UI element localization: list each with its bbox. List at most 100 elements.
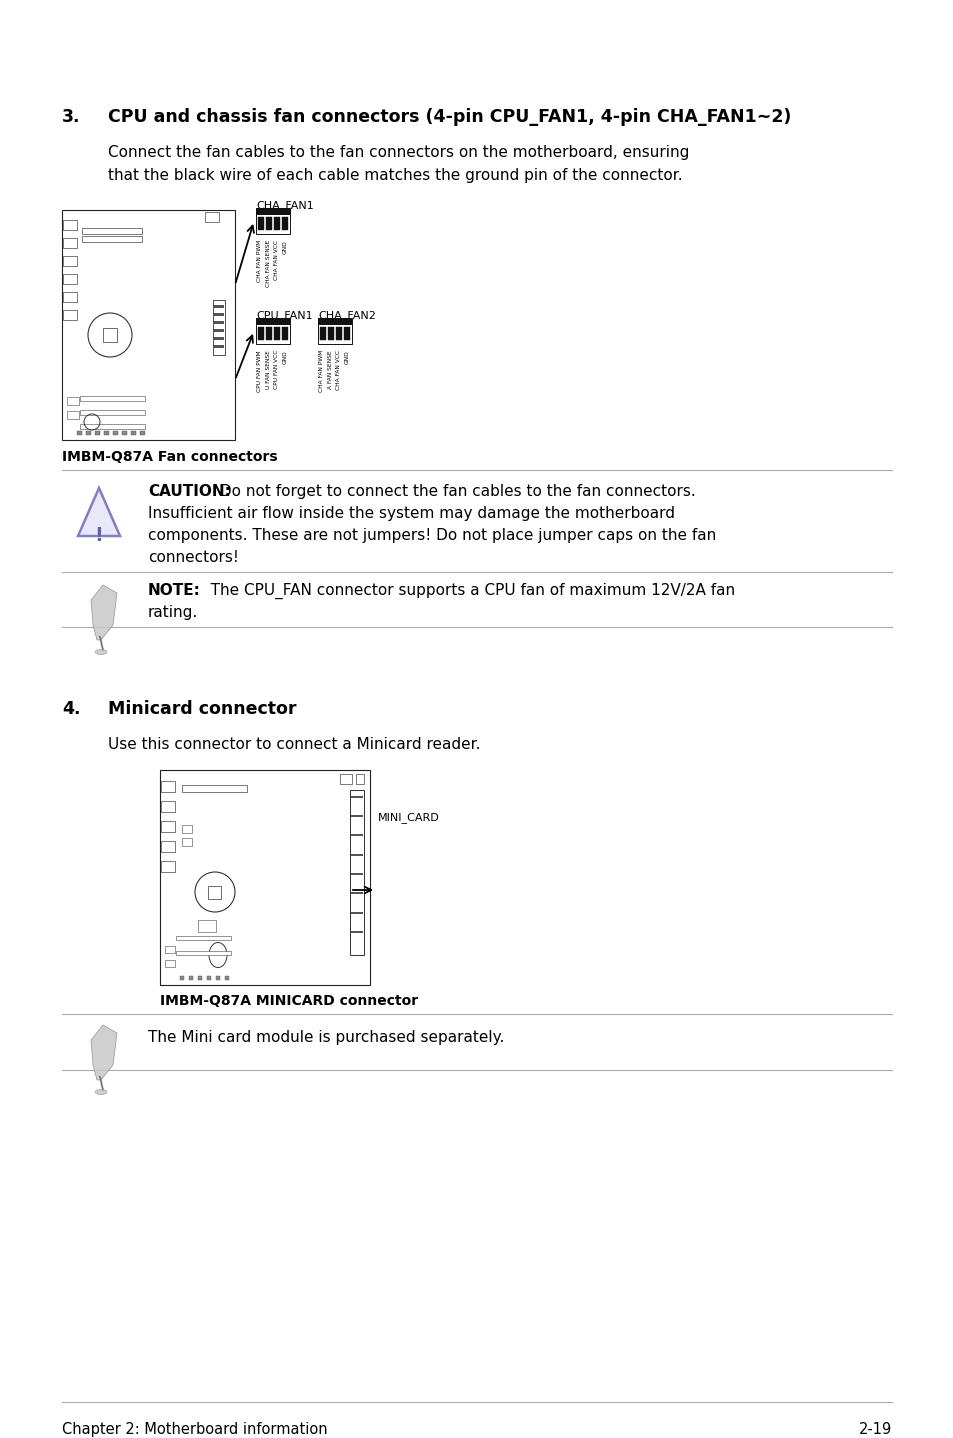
Bar <box>351 795 363 798</box>
Bar <box>213 345 224 348</box>
Bar <box>351 912 363 915</box>
Text: IMBM-Q87A Fan connectors: IMBM-Q87A Fan connectors <box>62 450 277 464</box>
Bar <box>351 930 363 933</box>
Bar <box>77 431 82 436</box>
Bar <box>257 326 264 339</box>
Bar <box>182 825 192 833</box>
Text: MINI_CARD: MINI_CARD <box>377 812 439 823</box>
Bar <box>205 211 219 221</box>
Bar <box>175 936 231 940</box>
Bar <box>82 236 142 242</box>
Bar <box>317 318 352 325</box>
Bar <box>351 854 363 856</box>
Text: Connect the fan cables to the fan connectors on the motherboard, ensuring: Connect the fan cables to the fan connec… <box>108 145 689 160</box>
Text: rating.: rating. <box>148 605 198 620</box>
Bar <box>63 239 77 247</box>
Bar <box>104 431 109 436</box>
Bar <box>213 301 225 355</box>
Bar <box>161 781 174 792</box>
Bar <box>281 217 288 230</box>
Text: CPU and chassis fan connectors (4-pin CPU_FAN1, 4-pin CHA_FAN1~2): CPU and chassis fan connectors (4-pin CP… <box>108 108 791 127</box>
Bar <box>255 209 290 216</box>
Bar <box>80 424 145 429</box>
Text: Do not forget to connect the fan cables to the fan connectors.: Do not forget to connect the fan cables … <box>214 485 695 499</box>
Text: that the black wire of each cable matches the ground pin of the connector.: that the black wire of each cable matche… <box>108 168 682 183</box>
Text: 4.: 4. <box>62 700 80 718</box>
Text: GND: GND <box>345 349 350 364</box>
Bar <box>161 801 174 812</box>
Bar <box>351 834 363 835</box>
Bar <box>255 318 290 325</box>
Text: CHA FAN VCC: CHA FAN VCC <box>336 349 341 390</box>
Polygon shape <box>91 585 117 640</box>
Bar <box>213 313 224 316</box>
Bar <box>335 326 342 339</box>
Text: Use this connector to connect a Minicard reader.: Use this connector to connect a Minicard… <box>108 738 480 752</box>
Bar <box>103 328 117 342</box>
Bar <box>86 431 91 436</box>
Bar <box>266 326 272 339</box>
Bar <box>140 431 145 436</box>
Text: !: ! <box>94 526 103 545</box>
Bar <box>255 209 290 234</box>
Text: connectors!: connectors! <box>148 549 238 565</box>
Bar <box>63 292 77 302</box>
Bar <box>257 217 264 230</box>
Bar <box>112 431 118 436</box>
Bar <box>198 976 202 981</box>
Text: GND: GND <box>283 240 288 253</box>
Bar <box>63 256 77 266</box>
Text: The Mini card module is purchased separately.: The Mini card module is purchased separa… <box>148 1030 504 1045</box>
Bar <box>339 774 352 784</box>
Bar <box>207 976 211 981</box>
Bar <box>131 431 136 436</box>
Bar <box>213 305 224 308</box>
Bar <box>122 431 127 436</box>
Bar <box>80 410 145 416</box>
Bar <box>67 411 79 418</box>
Polygon shape <box>78 487 120 536</box>
Bar <box>255 318 290 344</box>
Polygon shape <box>91 1025 117 1080</box>
Text: CHA FAN PWM: CHA FAN PWM <box>319 349 324 393</box>
Bar <box>63 275 77 283</box>
Bar <box>182 785 247 792</box>
Bar <box>213 329 224 332</box>
Bar <box>317 318 352 344</box>
Bar <box>266 217 272 230</box>
Bar <box>281 326 288 339</box>
Text: CPU FAN VCC: CPU FAN VCC <box>274 349 279 390</box>
Bar <box>189 976 193 981</box>
Bar <box>63 311 77 321</box>
Bar <box>95 431 100 436</box>
Text: CPU_FAN1: CPU_FAN1 <box>255 311 313 321</box>
Bar <box>215 976 220 981</box>
Ellipse shape <box>95 650 107 654</box>
Bar <box>355 774 364 784</box>
Text: GND: GND <box>283 349 288 364</box>
Bar <box>62 210 234 440</box>
Ellipse shape <box>95 1090 107 1094</box>
Bar <box>350 789 364 955</box>
Bar <box>213 336 224 339</box>
Bar <box>319 326 326 339</box>
Bar <box>165 946 174 953</box>
Bar <box>328 326 334 339</box>
Text: 3.: 3. <box>62 108 80 127</box>
Text: A FAN SENSE: A FAN SENSE <box>328 349 333 388</box>
Bar <box>63 220 77 230</box>
Bar <box>274 217 280 230</box>
Bar <box>351 873 363 874</box>
Text: Insufficient air flow inside the system may damage the motherboard: Insufficient air flow inside the system … <box>148 506 675 521</box>
Text: components. These are not jumpers! Do not place jumper caps on the fan: components. These are not jumpers! Do no… <box>148 528 716 544</box>
Bar <box>80 395 145 401</box>
Text: CHA FAN SENSE: CHA FAN SENSE <box>266 240 271 288</box>
Bar <box>213 321 224 324</box>
Bar <box>182 838 192 846</box>
Text: The CPU_FAN connector supports a CPU fan of maximum 12V/2A fan: The CPU_FAN connector supports a CPU fan… <box>195 582 735 600</box>
Bar <box>161 821 174 833</box>
Bar <box>225 976 229 981</box>
Bar <box>209 886 221 899</box>
Text: CHA FAN PWM: CHA FAN PWM <box>257 240 262 282</box>
Bar <box>165 961 174 966</box>
